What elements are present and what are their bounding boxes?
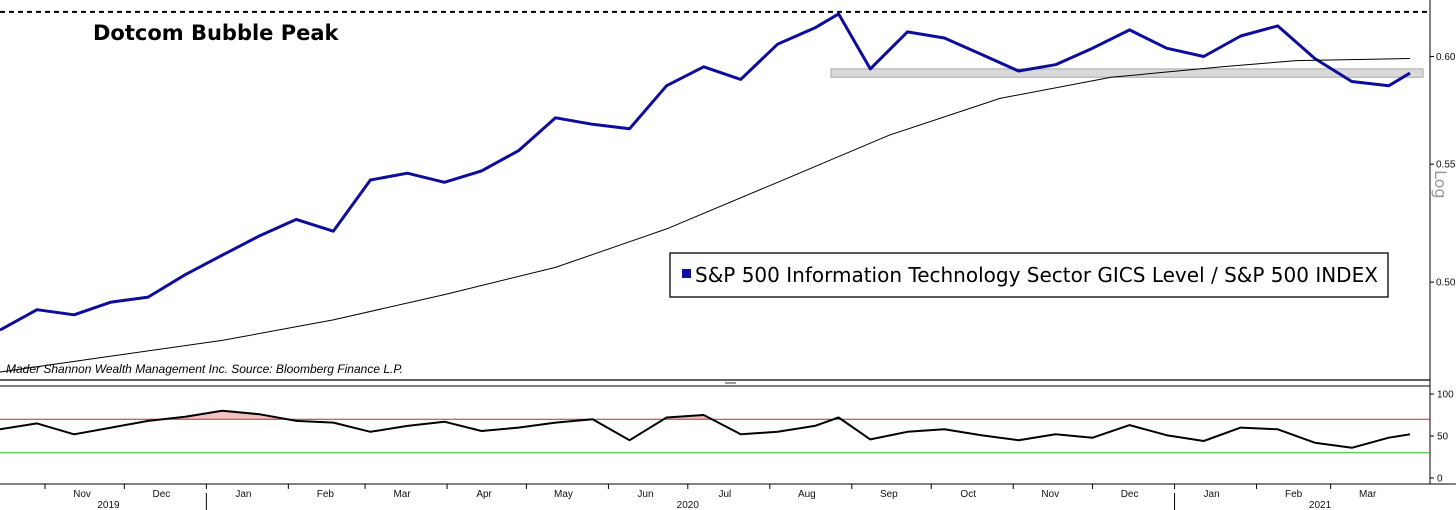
upper-series (0, 12, 1411, 373)
x-tick-label: Feb (1285, 489, 1303, 500)
x-tick-label: Aug (798, 489, 816, 500)
y-ticks-upper: 0.60 0.55 0.50 (1430, 52, 1456, 289)
x-year-label: 2021 (1309, 500, 1332, 510)
x-tick-label: Dec (1121, 489, 1139, 500)
y-tick-label: 50 (1437, 432, 1449, 443)
x-tick-label: Mar (1359, 489, 1377, 500)
x-tick-label: Jun (637, 489, 653, 500)
overbought-area (163, 410, 287, 420)
x-tick-label: Sep (880, 489, 898, 500)
x-tick-label: Jan (235, 489, 251, 500)
x-tick-label: Mar (393, 489, 411, 500)
legend-box (669, 252, 1389, 298)
x-tick-label: Jul (718, 489, 731, 500)
legend: S&P 500 Information Technology Sector GI… (669, 252, 1389, 298)
chart-title: Dotcom Bubble Peak (93, 21, 340, 45)
x-year-label: 2019 (97, 500, 120, 510)
legend-entry: S&P 500 Information Technology Sector GI… (695, 263, 1378, 287)
x-tick-label: Dec (152, 489, 170, 500)
x-axis-ticks: Nov Dec Jan Feb Mar Apr May Jun Jul Aug Sep Oct Nov D… (44, 484, 1377, 510)
x-tick-label: Nov (1041, 489, 1059, 500)
oscillator-reference-lines (0, 418, 1430, 454)
x-tick-label: Feb (317, 489, 335, 500)
x-tick-label: Jan (1204, 489, 1220, 500)
y-tick-label: 0.60 (1436, 52, 1456, 63)
log-scale-label: Log (1431, 170, 1450, 199)
y-tick-label: 0.50 (1436, 278, 1456, 289)
y-tick-label: 0 (1437, 474, 1443, 485)
x-tick-label: Apr (476, 489, 492, 500)
y-tick-label: 100 (1437, 390, 1454, 401)
support-band (830, 68, 1424, 78)
y-ticks-lower: 100 50 0 (1430, 390, 1454, 485)
x-tick-label: Nov (73, 489, 91, 500)
x-tick-label: May (554, 489, 573, 500)
x-year-label: 2020 (677, 500, 700, 510)
y-tick-label: 0.55 (1436, 160, 1456, 171)
moving-average-line (0, 58, 1411, 373)
oscillator-line (0, 409, 1411, 449)
x-tick-label: Oct (960, 489, 976, 500)
legend-swatch (682, 269, 691, 278)
tech-ratio-line (0, 12, 1411, 332)
oscillator-series (0, 409, 1411, 449)
source-note: Mader Shannon Wealth Management Inc. Sou… (6, 362, 403, 376)
